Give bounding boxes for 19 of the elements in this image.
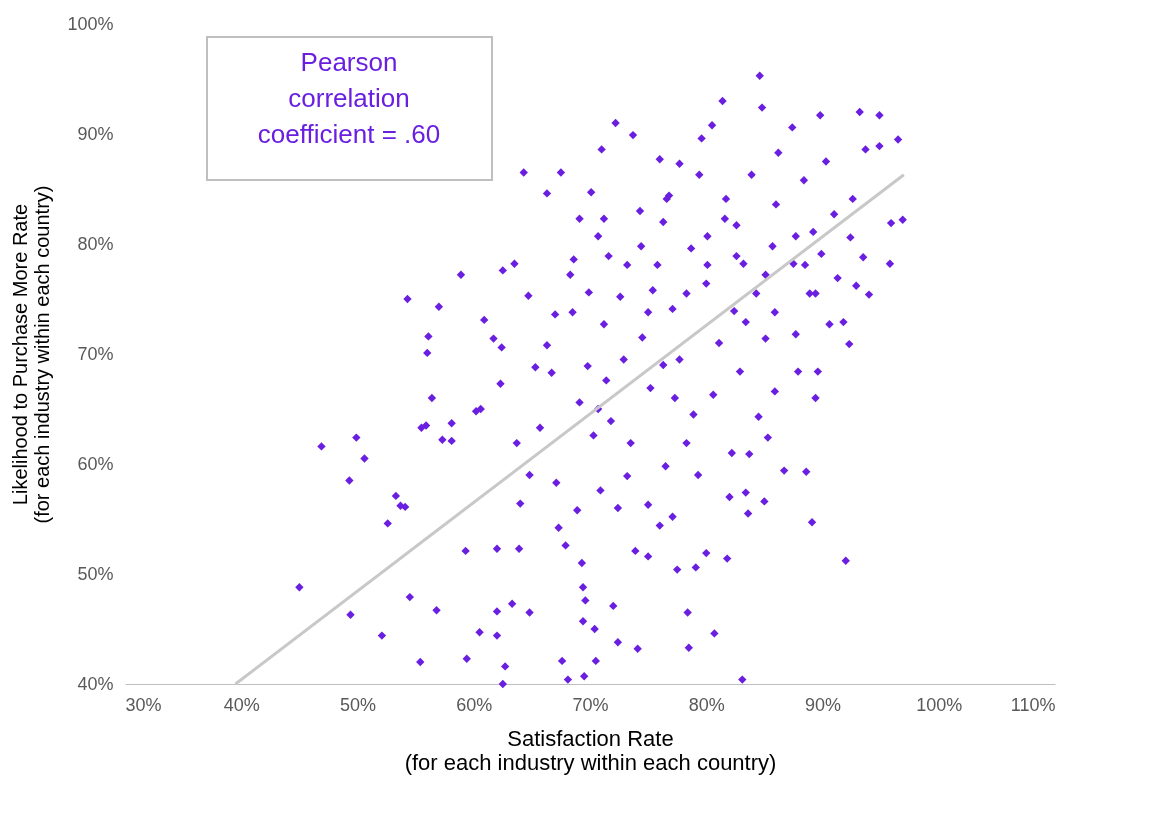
- annotation: Pearson correlation coefficient = .60: [257, 47, 441, 149]
- x-tick-label: 30%: [125, 694, 162, 715]
- x-tick-label: 50%: [339, 694, 377, 715]
- y-tick-label: 90%: [77, 123, 114, 144]
- y-tick-label: 40%: [77, 673, 114, 694]
- y-tick-label: 100%: [67, 13, 114, 34]
- x-tick-label: 80%: [688, 694, 725, 715]
- x-tick-label: 70%: [572, 694, 609, 715]
- y-tick-label: 50%: [77, 563, 114, 584]
- x-tick-label: 100%: [916, 694, 963, 715]
- x-axis-title: Satisfaction Rate (for each industry within each country): [404, 725, 777, 775]
- x-tick-label: 110%: [1010, 694, 1056, 715]
- y-tick-label: 70%: [77, 343, 114, 364]
- y-axis-title: Likelihood to Purchase More Rate (for each industry within each country): [9, 185, 54, 524]
- x-tick-label: 90%: [804, 694, 842, 715]
- y-tick-label: 80%: [77, 233, 114, 254]
- x-tick-label: 60%: [456, 694, 493, 715]
- y-tick-label: 60%: [77, 453, 114, 474]
- x-tick-label: 40%: [223, 694, 260, 715]
